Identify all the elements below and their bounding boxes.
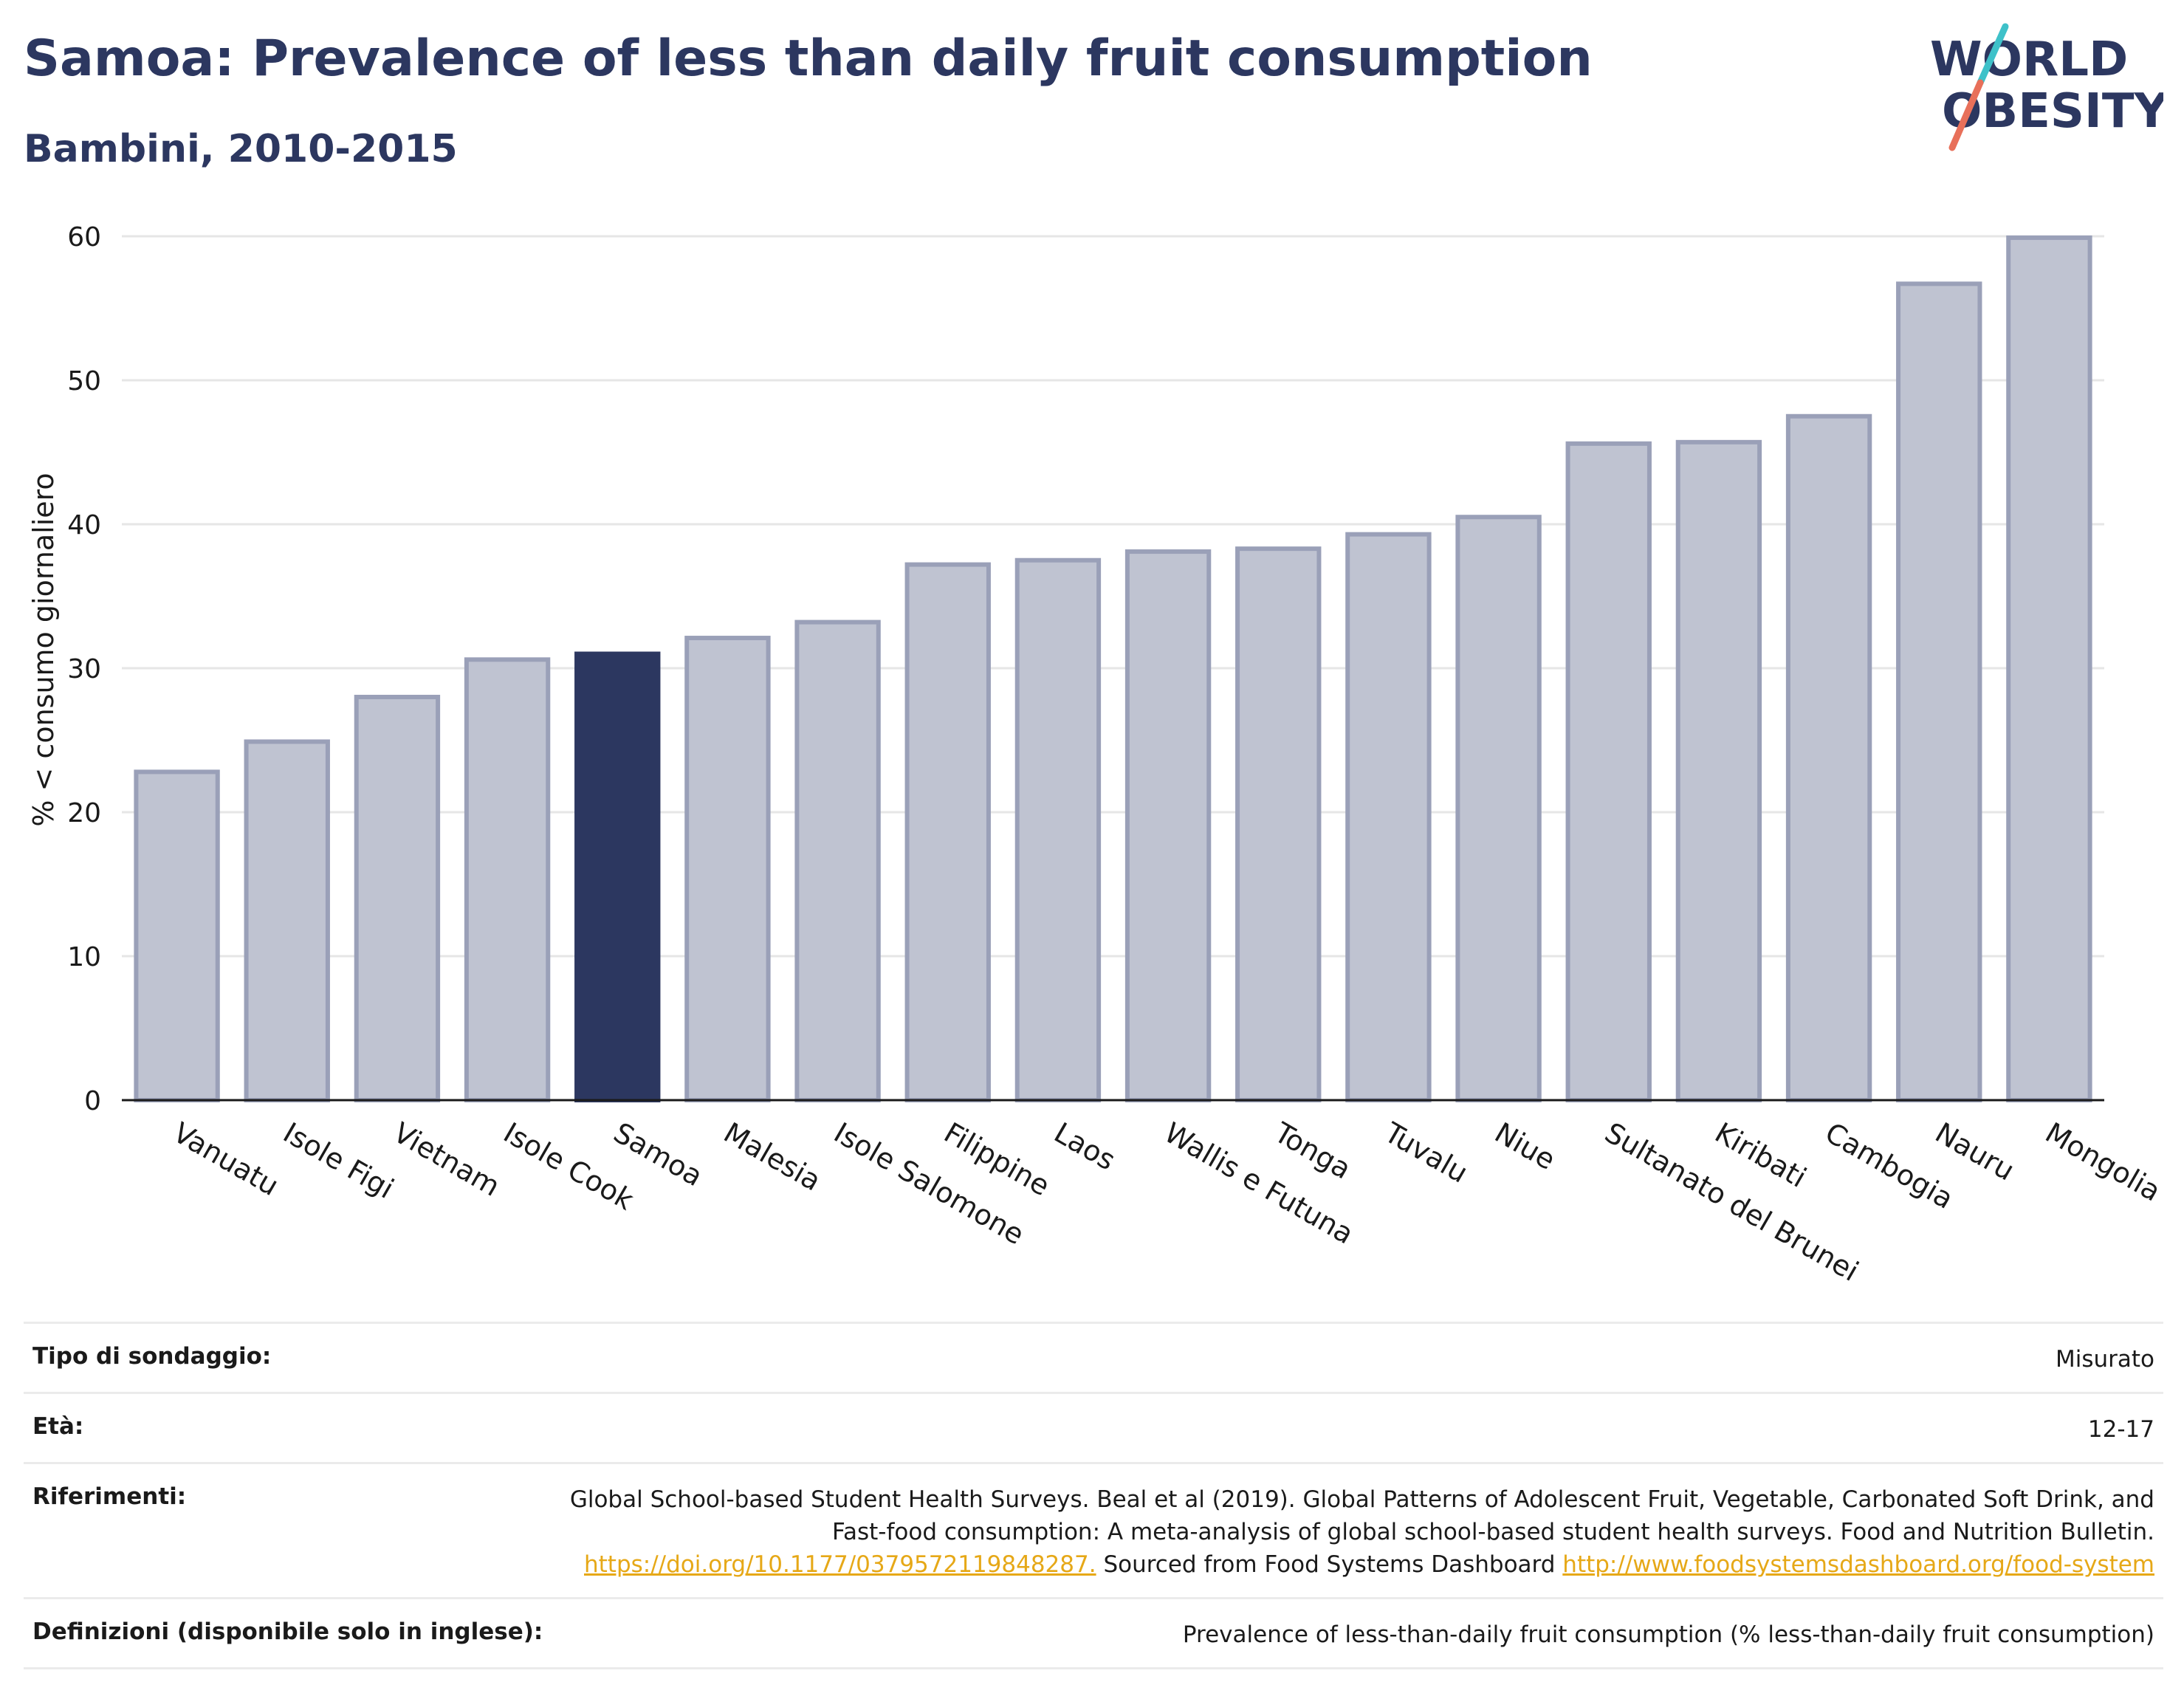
doi-link[interactable]: https://doi.org/10.1177/0379572119848287… bbox=[584, 1551, 1096, 1578]
y-tick-label-30: 30 bbox=[67, 654, 101, 684]
definitions-label: Definizioni (disponibile solo in inglese… bbox=[32, 1618, 543, 1645]
references-source-text: Sourced from Food Systems Dashboard bbox=[1103, 1551, 1556, 1578]
bar-niue bbox=[1455, 515, 1542, 1102]
bar-tonga bbox=[1235, 546, 1322, 1102]
meta-row-survey-type: Tipo di sondaggio: Misurato bbox=[24, 1322, 2163, 1392]
x-tick-label-wallis-e-futuna: Wallis e Futuna bbox=[1159, 1116, 1359, 1251]
bar-tuvalu bbox=[1345, 532, 1432, 1102]
logo-slash-top bbox=[1977, 23, 2009, 86]
metadata-table: Tipo di sondaggio: Misurato Età: 12-17 R… bbox=[24, 1322, 2163, 1669]
y-axis-label: % < consumo giornaliero bbox=[27, 473, 60, 826]
bar-cambogia bbox=[1785, 413, 1872, 1102]
bar-mongolia bbox=[2006, 235, 2092, 1103]
bar-isole-cook bbox=[464, 657, 551, 1102]
y-tick-label-20: 20 bbox=[67, 798, 101, 828]
y-tick-label-0: 0 bbox=[84, 1086, 101, 1116]
age-value: 12-17 bbox=[2087, 1416, 2154, 1443]
bar-nauru bbox=[1896, 281, 1982, 1103]
x-tick-label-malesia: Malesia bbox=[718, 1116, 826, 1198]
bar-laos bbox=[1014, 557, 1102, 1102]
x-tick-label-mongolia: Mongolia bbox=[2040, 1116, 2166, 1208]
logo-slash-bottom bbox=[1948, 79, 1984, 151]
survey-type-label: Tipo di sondaggio: bbox=[32, 1343, 272, 1370]
chart-title: Samoa: Prevalence of less than daily fru… bbox=[24, 30, 1593, 88]
x-tick-label-niue: Niue bbox=[1489, 1116, 1561, 1176]
x-tick-label-isole-figi: Isole Figi bbox=[278, 1116, 399, 1205]
x-tick-label-isole-salomone: Isole Salomone bbox=[828, 1116, 1029, 1252]
references-value: Global School-based Student Health Surve… bbox=[567, 1483, 2154, 1581]
x-tick-label-tonga: Tonga bbox=[1268, 1116, 1356, 1185]
bar-filippine bbox=[904, 562, 991, 1103]
food-systems-dashboard-link[interactable]: http://www.foodsystemsdashboard.org/food… bbox=[1562, 1551, 2154, 1578]
meta-row-age: Età: 12-17 bbox=[24, 1392, 2163, 1462]
bar-isole-figi bbox=[244, 739, 330, 1102]
bar-samoa bbox=[574, 651, 661, 1102]
age-label: Età: bbox=[32, 1413, 84, 1440]
bar-kiribati bbox=[1675, 439, 1762, 1103]
survey-type-value: Misurato bbox=[2055, 1346, 2154, 1373]
bar-vietnam bbox=[354, 695, 441, 1102]
x-tick-label-vanuatu: Vanuatu bbox=[168, 1116, 284, 1202]
y-tick-label-50: 50 bbox=[67, 366, 101, 396]
bar-vanuatu bbox=[134, 769, 220, 1103]
bar-malesia bbox=[684, 636, 771, 1102]
x-tick-label-nauru: Nauru bbox=[1930, 1116, 2020, 1187]
bars bbox=[134, 235, 2092, 1103]
y-tick-label-40: 40 bbox=[67, 510, 101, 540]
x-tick-label-vietnam: Vietnam bbox=[388, 1116, 505, 1203]
meta-row-definitions: Definizioni (disponibile solo in inglese… bbox=[24, 1597, 2163, 1669]
references-label: Riferimenti: bbox=[32, 1483, 187, 1510]
chart-subtitle: Bambini, 2010-2015 bbox=[24, 127, 458, 171]
x-tick-label-laos: Laos bbox=[1048, 1116, 1121, 1177]
y-tick-label-10: 10 bbox=[67, 942, 101, 972]
bar-wallis-e-futuna bbox=[1124, 549, 1212, 1102]
bar-sultanato-del-brunei bbox=[1565, 441, 1652, 1102]
world-obesity-logo: WORLD OBESITY bbox=[1930, 23, 2163, 151]
references-text: Global School-based Student Health Surve… bbox=[569, 1486, 2154, 1545]
gridlines bbox=[122, 235, 2104, 958]
meta-row-references: Riferimenti: Global School-based Student… bbox=[24, 1462, 2163, 1597]
bar-isole-salomone bbox=[794, 619, 881, 1102]
logo-word-world: WORLD bbox=[1930, 32, 2128, 87]
definitions-value: Prevalence of less-than-daily fruit cons… bbox=[1182, 1621, 2154, 1648]
y-tick-label-60: 60 bbox=[67, 222, 101, 253]
x-tick-label-tuvalu: Tuvalu bbox=[1378, 1116, 1473, 1189]
